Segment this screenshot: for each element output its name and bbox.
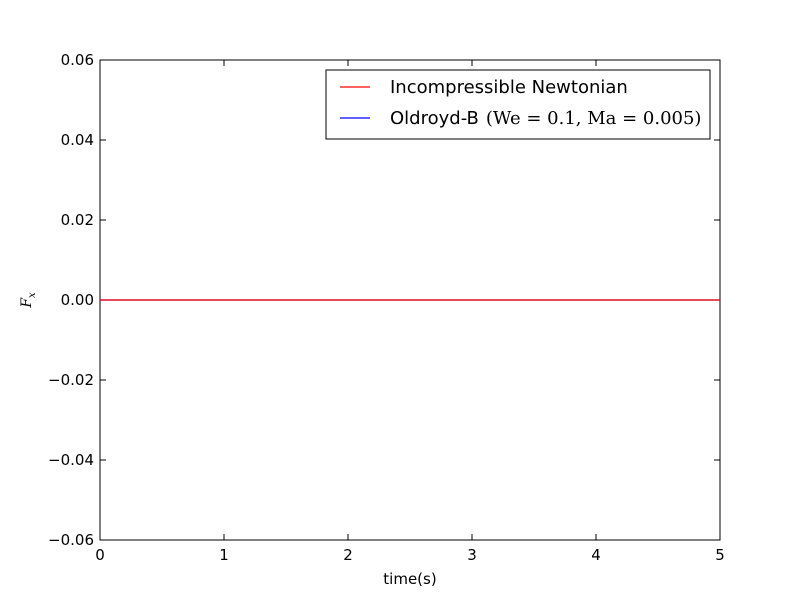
y-tick-label: 0.04 [61, 131, 94, 149]
x-tick-labels: 0 1 2 3 4 5 [95, 546, 725, 564]
x-axis-label: time(s) [383, 570, 436, 588]
y-tick-label: −0.06 [48, 531, 94, 549]
y-tick-label: −0.04 [48, 451, 94, 469]
y-axis-label: Fx [19, 292, 38, 309]
y-tick-label: −0.02 [48, 371, 94, 389]
x-tick-label: 0 [95, 546, 105, 564]
x-tick-label: 4 [591, 546, 601, 564]
x-tick-label: 2 [343, 546, 353, 564]
y-tick-label: 0.06 [61, 51, 94, 69]
legend-label-incompressible-newtonian: Incompressible Newtonian [390, 77, 628, 98]
y-tick-label: 0.02 [61, 211, 94, 229]
legend: Incompressible Newtonian Oldroyd-B (We = … [325, 69, 711, 140]
x-tick-label: 3 [467, 546, 477, 564]
legend-box [325, 69, 711, 140]
y-tick-label: 0.00 [61, 291, 94, 309]
legend-label-oldroyd-b: Oldroyd-B (We = 0.1, Ma = 0.005) [390, 108, 701, 129]
x-tick-label: 5 [715, 546, 725, 564]
y-tick-labels: −0.06 −0.04 −0.02 0.00 0.02 0.04 0.06 [48, 51, 94, 549]
x-tick-label: 1 [219, 546, 229, 564]
